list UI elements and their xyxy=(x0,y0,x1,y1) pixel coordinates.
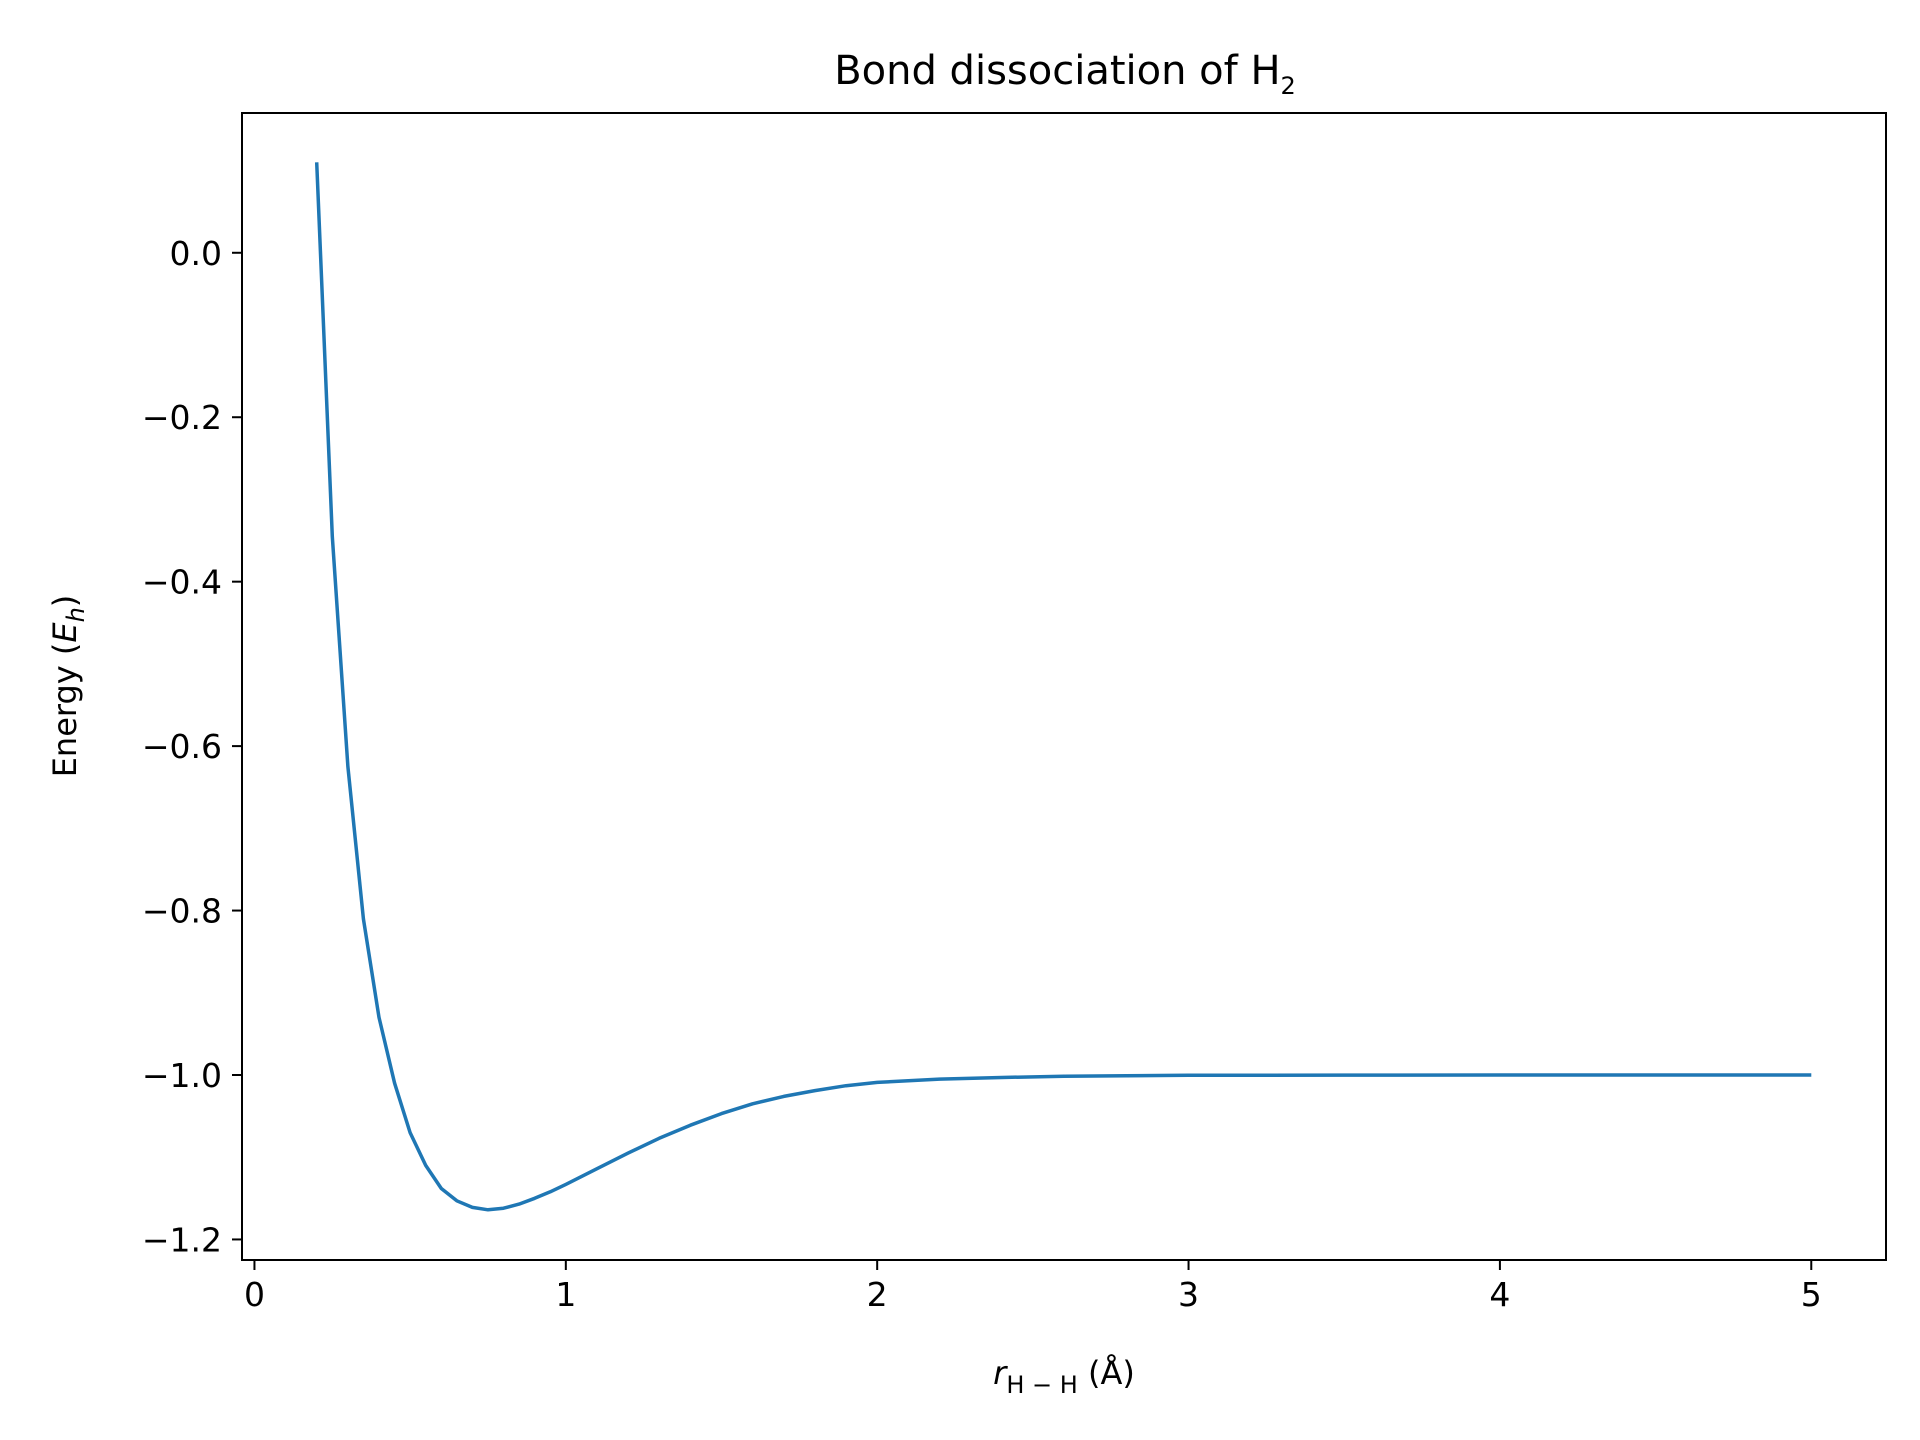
x-tick-label: 4 xyxy=(1489,1275,1510,1314)
x-axis-ticks: 0 1 2 3 4 5 xyxy=(244,1260,1822,1314)
x-tick-label: 5 xyxy=(1801,1275,1822,1314)
chart-title: Bond dissociation of H2 xyxy=(834,48,1296,100)
x-axis-label: rH − H (Å) xyxy=(993,1354,1135,1399)
y-tick-label: 0.0 xyxy=(170,234,222,273)
y-tick-label: −1.2 xyxy=(142,1220,222,1259)
x-tick-label: 0 xyxy=(244,1275,265,1314)
x-tick-label: 2 xyxy=(867,1275,888,1314)
y-tick-label: −0.2 xyxy=(142,398,222,437)
plot-area xyxy=(241,112,1887,1261)
x-tick-label: 3 xyxy=(1178,1275,1199,1314)
y-axis-label: Energy (Eh) xyxy=(46,595,90,778)
series-line xyxy=(314,162,1812,1212)
y-tick-label: −0.6 xyxy=(142,727,222,766)
y-tick-label: −0.4 xyxy=(142,563,222,602)
y-tick-label: −0.8 xyxy=(142,892,222,931)
y-axis-ticks: 0.0 −0.2 −0.4 −0.6 −0.8 −1.0 −1.2 xyxy=(142,234,242,1259)
y-tick-label: −1.0 xyxy=(142,1056,222,1095)
x-tick-label: 1 xyxy=(555,1275,576,1314)
